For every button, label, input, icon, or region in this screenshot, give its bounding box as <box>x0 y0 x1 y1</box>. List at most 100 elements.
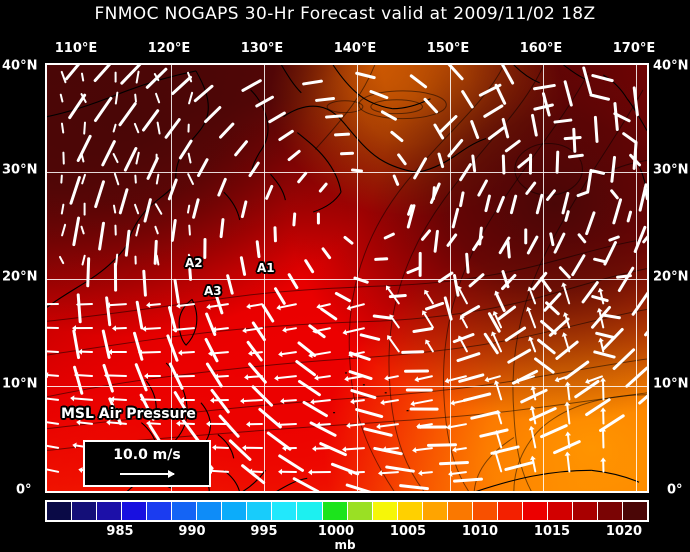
colorbar-cell-9 <box>272 502 298 520</box>
pressure-field-raster <box>47 65 647 491</box>
wind-streamline <box>83 202 86 216</box>
wind-barb <box>599 377 607 401</box>
colorbar-cell-4 <box>147 502 173 520</box>
annotation-A3: A3 <box>204 284 222 298</box>
colorbar-cell-7 <box>222 502 248 520</box>
wind-streamline <box>114 224 117 236</box>
wind-streamline <box>62 151 65 165</box>
colorbar-cell-22 <box>598 502 624 520</box>
colorbar-cell-11 <box>322 502 348 520</box>
wind-barb <box>245 421 264 428</box>
colorbar-cell-19 <box>522 502 548 520</box>
wind-barb <box>47 372 60 380</box>
colorbar-tick-3: 1000 <box>317 524 355 539</box>
colorbar-cell-8 <box>247 502 273 520</box>
gridline-horizontal-20N <box>47 279 647 280</box>
wind-barb <box>205 421 230 428</box>
wind-streamline <box>317 212 320 225</box>
wind-barb <box>47 301 60 308</box>
wind-barb <box>47 395 60 404</box>
wind-barb <box>599 407 606 425</box>
y-axis-tick-left-4: 0° <box>16 482 32 498</box>
wind-barb <box>179 397 196 404</box>
wind-barb <box>47 325 60 332</box>
colorbar-cell-13 <box>372 502 398 520</box>
colorbar-cell-12 <box>347 502 373 520</box>
x-axis-tick-top-0: 110°E <box>54 41 98 56</box>
colorbar-tick-6: 1015 <box>533 524 571 539</box>
colorbar-cell-15 <box>422 502 448 520</box>
colorbar[interactable] <box>45 500 649 522</box>
wind-barb <box>47 348 60 356</box>
wind-barb <box>73 372 94 380</box>
wind-barb <box>77 349 94 356</box>
wind-streamline <box>524 227 528 244</box>
wind-streamline <box>273 225 277 243</box>
wind-streamline <box>155 153 158 163</box>
colorbar-tick-4: 1005 <box>389 524 427 539</box>
x-axis-tick-top-5: 160°E <box>519 41 563 56</box>
y-axis-tick-left-2: 20°N <box>2 269 38 285</box>
wind-barb <box>109 396 128 404</box>
y-axis-tick-right-2: 20°N <box>653 269 689 285</box>
wind-streamline <box>410 408 439 411</box>
colorbar-cell-21 <box>572 502 599 520</box>
wind-barb <box>239 397 264 405</box>
y-axis-tick-left-0: 40°N <box>2 58 38 74</box>
gridline-vertical-130E <box>264 65 265 491</box>
colorbar-cell-5 <box>172 502 198 520</box>
x-axis-tick-top-3: 140°E <box>333 41 377 56</box>
colorbar-cell-16 <box>447 502 473 520</box>
colorbar-cell-3 <box>122 502 148 520</box>
colorbar-unit-label: mb <box>334 538 356 552</box>
colorbar-cell-18 <box>497 502 523 520</box>
wind-barb <box>103 372 128 380</box>
wind-vector-legend: 10.0 m/s <box>83 440 211 487</box>
map-plot-area[interactable]: A2 A1 A3 MSL Air Pressure 10.0 m/s <box>45 63 649 493</box>
y-axis-tick-left-3: 10°N <box>2 376 38 392</box>
wind-barb <box>311 445 332 453</box>
wind-barb <box>145 301 162 309</box>
wind-streamline <box>291 212 296 227</box>
wind-barb <box>307 469 332 476</box>
wind-barb <box>143 373 162 380</box>
wind-barb <box>111 325 128 333</box>
wind-streamline <box>501 154 506 175</box>
page-title: FNMOC NOGAPS 30-Hr Forecast valid at 200… <box>94 4 596 24</box>
colorbar-cell-14 <box>397 502 423 520</box>
wind-barb <box>211 444 230 452</box>
colorbar-cell-17 <box>472 502 498 520</box>
y-axis-tick-left-1: 30°N <box>2 162 38 178</box>
gridline-vertical-120E <box>171 65 172 491</box>
gridline-vertical-150E <box>450 65 451 491</box>
wind-barb <box>243 373 264 382</box>
wind-barb <box>599 457 606 473</box>
wind-streamline <box>339 151 354 155</box>
y-axis-tick-right-3: 10°N <box>653 376 689 392</box>
wind-barb <box>207 468 230 476</box>
colorbar-tick-5: 1010 <box>461 524 499 539</box>
x-axis-tick-top-4: 150°E <box>426 41 470 56</box>
colorbar-cell-23 <box>623 502 648 520</box>
wind-streamline <box>187 123 190 133</box>
y-axis-tick-right-4: 0° <box>667 482 683 498</box>
gridline-horizontal-30N <box>47 172 647 173</box>
gridline-horizontal-10N <box>47 386 647 387</box>
wind-barb <box>137 349 162 357</box>
wind-barb <box>107 349 128 356</box>
colorbar-cell-2 <box>97 502 123 520</box>
wind-barb <box>247 468 264 476</box>
wind-barb <box>209 397 230 404</box>
colorbar-cell-6 <box>197 502 223 520</box>
colorbar-tick-0: 985 <box>106 524 134 539</box>
wind-barb <box>599 427 607 449</box>
y-axis-tick-right-1: 30°N <box>653 162 689 178</box>
colorbar-cell-1 <box>72 502 98 520</box>
wind-streamline <box>114 71 117 83</box>
wind-barb <box>315 421 332 429</box>
y-axis-tick-right-0: 40°N <box>653 58 689 74</box>
x-axis-tick-top-1: 120°E <box>147 41 191 56</box>
colorbar-cell-10 <box>297 502 323 520</box>
colorbar-cell-0 <box>47 502 73 520</box>
